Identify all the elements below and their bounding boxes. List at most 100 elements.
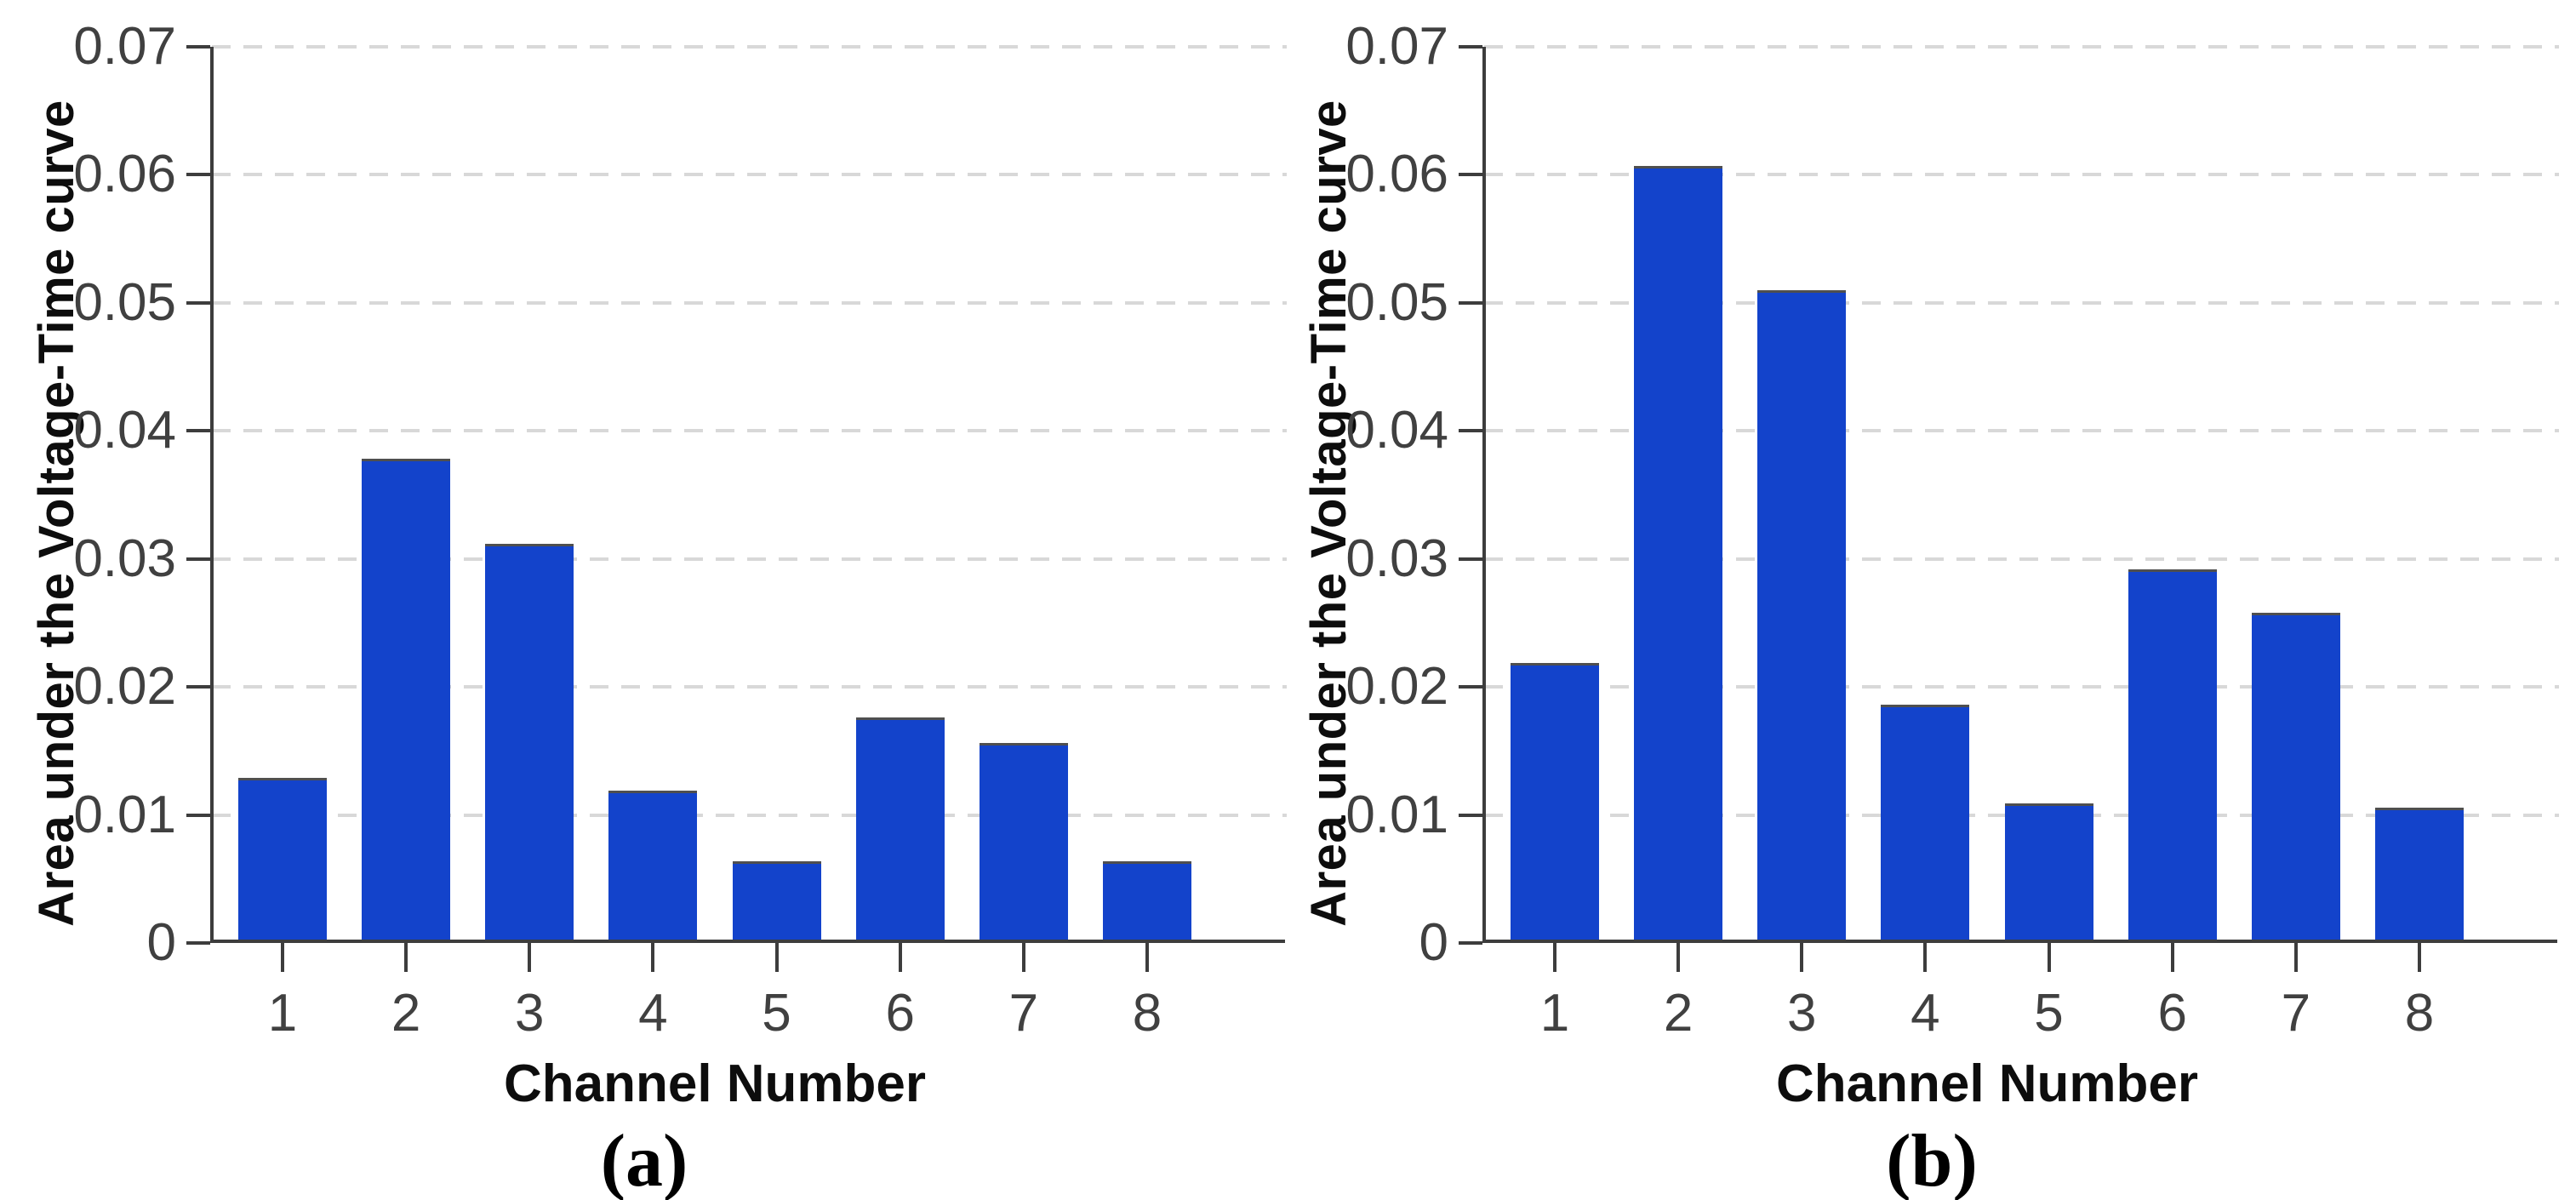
x-tick-5 [2047,943,2051,972]
x-tick-label-3: 3 [1787,984,1817,1043]
x-tick-3 [528,943,532,972]
y-tick-0.02 [186,685,210,689]
x-tick-label-8: 8 [1132,984,1162,1043]
bar-channel-5 [732,861,821,943]
gridline-0.07 [212,45,1287,49]
gridline-0.05 [212,300,1287,305]
y-tick-0 [186,941,210,945]
y-tick-label-0: 0 [146,913,176,972]
x-tick-label-5: 5 [762,984,791,1043]
y-tick-0.05 [186,300,210,305]
x-tick-label-4: 4 [638,984,668,1043]
gridline-0.03 [212,557,1287,561]
x-tick-4 [1923,943,1928,972]
y-tick-0.04 [186,429,210,433]
x-tick-label-6: 6 [885,984,915,1043]
x-tick-5 [774,943,779,972]
bar-channel-2 [1634,166,1723,943]
gridline-0.03 [1484,557,2559,561]
bar-channel-4 [1881,705,1970,943]
y-tick-label-0.04: 0.04 [1345,401,1448,460]
x-tick-7 [1021,943,1025,972]
y-tick-label-0.05: 0.05 [73,272,176,332]
y-tick-label-0.06: 0.06 [73,145,176,204]
x-tick-label-4: 4 [1911,984,1940,1043]
x-tick-label-2: 2 [391,984,421,1043]
y-tick-label-0.03: 0.03 [1345,529,1448,588]
gridline-0.05 [1484,300,2559,305]
x-tick-label-1: 1 [1539,984,1570,1043]
x-tick-3 [1800,943,1804,972]
bar-channel-1 [1511,663,1599,943]
gridline-0.02 [212,685,1287,689]
x-tick-label-6: 6 [2157,984,2187,1043]
y-tick-0.06 [186,173,210,177]
plot-area-a: 0 0.01 0.02 0.03 0.04 0.05 0.06 0.07 1 2 3 4 5 6 7 8 [73,20,1287,1040]
bar-channel-6 [855,717,945,943]
y-tick-label-0.07: 0.07 [73,17,176,76]
bar-channel-7 [2251,613,2340,943]
x-tick-1 [281,943,284,972]
y-tick-label-0.06: 0.06 [1345,145,1448,204]
y-tick-label-0: 0 [1419,913,1448,972]
y-tick-0.03 [1459,557,1482,561]
y-tick-0.07 [186,45,210,49]
x-tick-label-8: 8 [2404,984,2435,1043]
x-tick-4 [651,943,655,972]
bar-channel-7 [979,743,1068,943]
x-tick-label-7: 7 [2281,984,2311,1043]
bar-channel-5 [2004,803,2093,943]
panel-letter-b: (b) [1886,1120,1978,1200]
gridline-0.06 [212,173,1287,177]
x-axis-title: Channel Number [1775,1054,2199,1113]
y-tick-label-0.02: 0.02 [73,657,176,717]
x-tick-8 [1145,943,1149,972]
gridline-0.06 [1484,173,2559,177]
gridline-0.04 [1484,429,2559,433]
x-axis-title: Channel Number [503,1054,927,1113]
bar-channel-8 [2374,808,2464,943]
x-tick-label-5: 5 [2034,984,2064,1043]
bar-channel-3 [485,544,574,943]
gridline-0.04 [212,429,1287,433]
bar-channel-4 [608,791,698,943]
y-tick-0.07 [1459,45,1482,49]
x-tick-2 [1676,943,1681,972]
x-tick-1 [1553,943,1556,972]
x-tick-7 [2293,943,2298,972]
chart-panel-a: Area under the Voltage-Time curve 0 0.01 0… [29,20,1287,1200]
x-axis-line [1482,940,2557,943]
y-tick-0.06 [1459,173,1482,177]
y-tick-label-0.03: 0.03 [73,529,176,588]
y-tick-0 [1459,941,1482,945]
x-tick-8 [2417,943,2421,972]
x-tick-label-1: 1 [267,984,298,1043]
y-tick-label-0.02: 0.02 [1345,657,1448,717]
y-tick-label-0.01: 0.01 [73,785,176,844]
y-tick-0.01 [186,813,210,817]
gridline-0.02 [1484,685,2559,689]
x-tick-label-2: 2 [1663,984,1694,1043]
bar-channel-2 [362,459,451,943]
x-tick-6 [2170,943,2174,972]
bar-channel-1 [238,778,327,943]
gridline-0.01 [212,813,1287,817]
y-tick-0.05 [1459,300,1482,305]
x-axis-line [210,940,1285,943]
y-tick-label-0.05: 0.05 [1345,272,1448,332]
x-tick-2 [404,943,408,972]
bar-channel-8 [1102,861,1191,943]
gridline-0.07 [1484,45,2559,49]
y-tick-label-0.07: 0.07 [1345,17,1448,76]
y-axis-line [1482,47,1486,943]
x-tick-label-7: 7 [1008,984,1039,1043]
y-tick-label-0.04: 0.04 [73,401,176,460]
bar-channel-6 [2128,569,2217,943]
y-tick-0.02 [1459,685,1482,689]
y-tick-0.04 [1459,429,1482,433]
y-tick-0.01 [1459,813,1482,817]
x-tick-6 [898,943,902,972]
panel-letter-a: (a) [600,1120,688,1200]
chart-panel-b: Area under the Voltage-Time curve 0 0.01 0… [1301,20,2559,1200]
